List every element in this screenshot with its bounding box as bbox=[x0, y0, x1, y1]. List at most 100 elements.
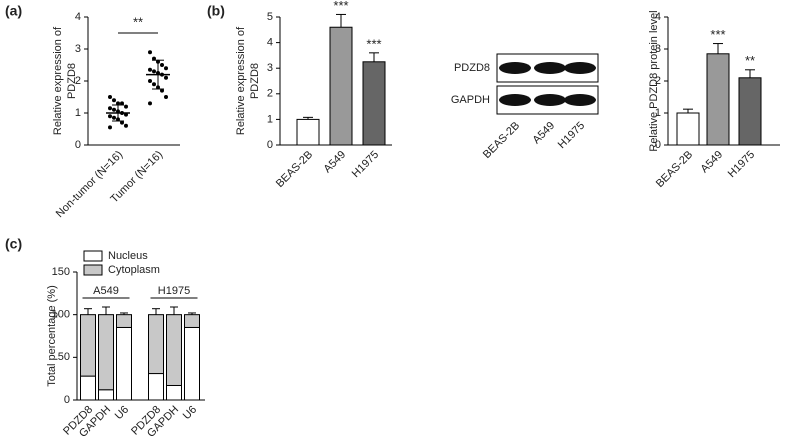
bar bbox=[296, 118, 320, 146]
bar-segment bbox=[148, 373, 164, 401]
panel-label: (c) bbox=[5, 236, 22, 252]
x-tick-label: A549 bbox=[699, 149, 726, 176]
y-tick-label: 2 bbox=[655, 75, 661, 87]
y-tick-label: 1 bbox=[267, 113, 273, 125]
legend-label: Nucleus bbox=[108, 250, 148, 262]
y-tick-label: 5 bbox=[267, 11, 273, 23]
y-tick-label: 3 bbox=[75, 43, 81, 55]
bar-segment bbox=[116, 314, 132, 328]
bar-segment bbox=[80, 375, 96, 401]
point bbox=[164, 95, 168, 99]
significance: ** bbox=[745, 53, 755, 68]
blot-band bbox=[534, 62, 566, 74]
x-tick-label: BEAS-2B bbox=[654, 149, 695, 190]
point bbox=[152, 82, 156, 87]
y-tick-label: 1 bbox=[655, 107, 661, 119]
y-axis-label: PDZD8 bbox=[249, 63, 261, 99]
bar bbox=[676, 112, 700, 146]
lane-label: BEAS-2B bbox=[481, 120, 522, 161]
y-axis-label: Relative PDZD8 protein level bbox=[648, 10, 660, 151]
blot-band bbox=[534, 94, 566, 106]
significance: ** bbox=[133, 14, 143, 29]
lane-label: H1975 bbox=[556, 120, 587, 151]
y-tick-label: 50 bbox=[58, 351, 70, 363]
point bbox=[148, 67, 152, 72]
blot-band bbox=[499, 62, 531, 74]
point bbox=[160, 88, 164, 93]
x-tick-label: U6 bbox=[181, 404, 199, 422]
blot-band bbox=[564, 62, 596, 74]
point bbox=[148, 50, 152, 55]
bar-segment bbox=[184, 326, 200, 401]
point bbox=[108, 125, 112, 130]
bar-segment bbox=[98, 389, 114, 401]
significance: *** bbox=[366, 36, 381, 51]
point bbox=[148, 101, 152, 106]
point bbox=[160, 63, 164, 67]
blot-band bbox=[499, 94, 531, 106]
bar-segment bbox=[166, 384, 182, 401]
point bbox=[120, 101, 124, 106]
point bbox=[152, 56, 156, 61]
row-label: GAPDH bbox=[451, 94, 490, 106]
y-tick-label: 0 bbox=[655, 139, 661, 151]
y-tick-label: 4 bbox=[267, 37, 273, 49]
y-axis-label: Relative expression of bbox=[52, 26, 64, 135]
x-tick-label: A549 bbox=[322, 149, 349, 176]
y-tick-label: 0 bbox=[267, 139, 273, 151]
bar bbox=[706, 53, 730, 146]
x-tick-label: H1975 bbox=[726, 149, 757, 180]
point bbox=[112, 115, 116, 120]
x-tick-label: BEAS-2B bbox=[274, 149, 315, 190]
bar bbox=[362, 61, 386, 146]
y-tick-label: 2 bbox=[75, 75, 81, 87]
point bbox=[116, 101, 120, 106]
x-tick-label: U6 bbox=[113, 404, 131, 422]
bar-segment bbox=[80, 314, 96, 377]
point bbox=[124, 123, 128, 128]
point bbox=[108, 95, 112, 99]
bar-segment bbox=[148, 314, 164, 375]
y-tick-label: 0 bbox=[64, 394, 70, 406]
x-tick-label: H1975 bbox=[350, 149, 381, 180]
y-tick-label: 3 bbox=[267, 62, 273, 74]
bar bbox=[329, 26, 353, 146]
point bbox=[120, 120, 124, 125]
legend-swatch bbox=[83, 250, 103, 262]
point bbox=[164, 66, 168, 71]
y-tick-label: 4 bbox=[655, 11, 661, 23]
x-tick-label: Non-tumor (N=16) bbox=[54, 149, 125, 220]
bar-segment bbox=[184, 314, 200, 328]
y-tick-label: 0 bbox=[75, 139, 81, 151]
group-label: H1975 bbox=[158, 285, 190, 297]
point bbox=[152, 69, 156, 74]
y-axis-label: PDZD8 bbox=[66, 63, 78, 99]
y-tick-label: 1 bbox=[75, 107, 81, 119]
y-axis-label: Relative expression of bbox=[235, 26, 247, 135]
point bbox=[108, 106, 112, 111]
bar-segment bbox=[116, 326, 132, 401]
y-tick-label: 2 bbox=[267, 88, 273, 100]
point bbox=[108, 114, 112, 119]
panel-label: (a) bbox=[5, 3, 22, 19]
row-label: PDZD8 bbox=[454, 62, 490, 74]
y-tick-label: 150 bbox=[52, 266, 70, 278]
y-tick-label: 3 bbox=[655, 43, 661, 55]
point bbox=[164, 75, 168, 80]
point bbox=[112, 98, 116, 103]
point bbox=[112, 107, 116, 112]
y-axis-label: Total percentage (%) bbox=[46, 285, 58, 387]
blot-band bbox=[564, 94, 596, 106]
legend-label: Cytoplasm bbox=[108, 264, 160, 276]
panel-label: (b) bbox=[207, 3, 225, 19]
significance: *** bbox=[710, 27, 725, 42]
lane-label: A549 bbox=[531, 120, 558, 147]
y-tick-label: 100 bbox=[52, 309, 70, 321]
legend-swatch bbox=[83, 264, 103, 276]
y-tick-label: 4 bbox=[75, 11, 81, 23]
point bbox=[124, 104, 128, 109]
point bbox=[148, 79, 152, 83]
bar bbox=[738, 77, 762, 146]
bar-segment bbox=[166, 314, 182, 386]
